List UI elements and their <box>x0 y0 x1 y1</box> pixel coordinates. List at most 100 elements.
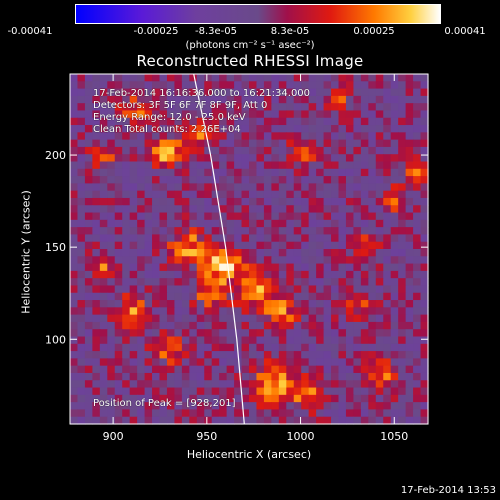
heatmap-cell <box>398 190 407 199</box>
heatmap-cell <box>77 168 86 177</box>
heatmap-cell <box>256 81 265 90</box>
heatmap-cell <box>137 256 146 265</box>
heatmap-cell <box>152 416 161 425</box>
heatmap-cell <box>323 197 332 206</box>
heatmap-cell <box>405 263 414 272</box>
heatmap-cell <box>152 380 161 389</box>
heatmap-cell <box>84 212 93 221</box>
heatmap-cell <box>152 190 161 199</box>
heatmap-cell <box>331 183 340 192</box>
heatmap-cell <box>405 95 414 104</box>
heatmap-cell <box>345 205 355 214</box>
heatmap-cell <box>390 132 399 141</box>
heatmap-cell <box>211 227 220 236</box>
heatmap-cell <box>226 117 235 126</box>
heatmap-cell <box>70 227 79 236</box>
heatmap-cell <box>375 219 384 228</box>
heatmap-cell <box>271 387 280 396</box>
heatmap-cell <box>308 380 317 389</box>
heatmap-cell <box>316 387 325 396</box>
heatmap-cell <box>129 402 138 411</box>
heatmap-cell <box>137 336 146 345</box>
heatmap-cell <box>331 256 340 265</box>
heatmap-cell <box>308 402 317 411</box>
heatmap-cell <box>226 168 235 177</box>
heatmap-cell <box>308 125 317 133</box>
heatmap-cell <box>301 117 310 126</box>
heatmap-cell <box>390 241 399 250</box>
heatmap-cell <box>77 321 86 330</box>
heatmap-cell <box>174 409 183 418</box>
heatmap-cell <box>181 402 190 411</box>
heatmap-cell <box>293 249 302 257</box>
heatmap-cell <box>174 88 183 97</box>
heatmap-cell <box>204 300 213 308</box>
heatmap-cell <box>420 285 429 294</box>
heatmap-cell <box>219 336 228 345</box>
heatmap-cell <box>211 387 220 396</box>
heatmap-cell <box>211 300 220 308</box>
heatmap-cell <box>181 263 190 272</box>
heatmap-cell <box>137 190 146 199</box>
heatmap-cell <box>181 227 190 236</box>
heatmap-cell <box>345 110 355 119</box>
heatmap-cell <box>226 300 235 308</box>
heatmap-cell <box>345 343 355 352</box>
heatmap-cell <box>308 176 317 184</box>
heatmap-cell <box>256 74 265 82</box>
heatmap-cell <box>84 387 93 396</box>
heatmap-cell <box>271 336 280 345</box>
heatmap-cell <box>159 168 168 177</box>
heatmap-cell <box>114 351 123 359</box>
heatmap-cell <box>129 74 138 82</box>
heatmap-cell <box>301 321 310 330</box>
heatmap-cell <box>271 197 280 206</box>
heatmap-cell <box>413 256 422 265</box>
heatmap-cell <box>166 321 176 330</box>
heatmap-cell <box>383 380 392 389</box>
heatmap-cell <box>249 380 258 389</box>
heatmap-cell <box>360 336 369 345</box>
heatmap-cell <box>219 300 228 308</box>
heatmap-cell <box>286 132 295 141</box>
peak-position-annotation: Position of Peak = [928,201] <box>93 398 236 409</box>
heatmap-cell <box>301 292 310 301</box>
heatmap-cell <box>144 110 153 119</box>
heatmap-cell <box>368 81 377 90</box>
heatmap-cell <box>383 219 392 228</box>
heatmap-cell <box>293 416 302 425</box>
heatmap-cell <box>353 300 362 308</box>
heatmap-cell <box>99 256 108 265</box>
heatmap-cell <box>323 307 332 316</box>
heatmap-cell <box>114 132 123 141</box>
heatmap-cell <box>107 139 116 148</box>
heatmap-cell <box>413 300 422 308</box>
heatmap-cell <box>286 278 295 287</box>
heatmap-cell <box>331 358 340 367</box>
heatmap-cell <box>413 205 422 214</box>
heatmap-cell <box>144 125 153 133</box>
heatmap-cell <box>249 263 258 272</box>
heatmap-cell <box>226 314 235 323</box>
heatmap-cell <box>345 402 355 411</box>
heatmap-cell <box>301 351 310 359</box>
heatmap-cell <box>107 110 116 119</box>
heatmap-cell <box>122 314 131 323</box>
heatmap-cell <box>286 219 295 228</box>
heatmap-cell <box>398 125 407 133</box>
heatmap-cell <box>152 321 161 330</box>
heatmap-cell <box>77 132 86 141</box>
heatmap-cell <box>249 88 258 97</box>
tick-label: 200 <box>45 149 66 162</box>
heatmap-cell <box>278 74 287 82</box>
heatmap-cell <box>92 387 101 396</box>
heatmap-cell <box>77 365 86 374</box>
heatmap-cell <box>353 263 362 272</box>
heatmap-cell <box>166 416 176 425</box>
heatmap-cell <box>92 402 101 411</box>
heatmap-cell <box>196 380 205 389</box>
heatmap-cell <box>174 270 183 279</box>
heatmap-cell <box>92 358 101 367</box>
heatmap-cell <box>196 132 205 141</box>
heatmap-cell <box>122 292 131 301</box>
